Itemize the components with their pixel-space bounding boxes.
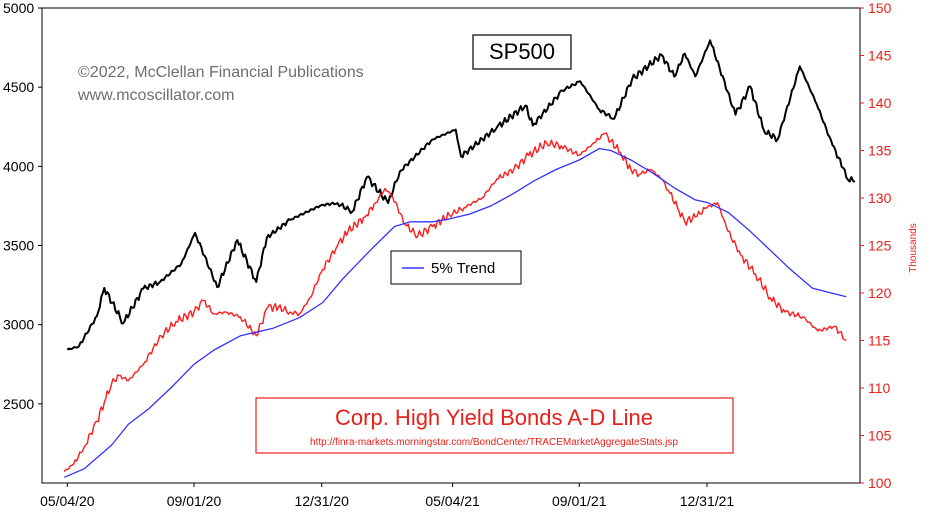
left-tick-label: 2500	[3, 396, 34, 412]
copyright-line-1: ©2022, McClellan Financial Publications	[78, 64, 364, 81]
annotation-title: Corp. High Yield Bonds A-D Line	[335, 405, 653, 430]
x-axis-ticks: 05/04/20 09/01/20 12/31/20 05/04/21 09/01/21…	[40, 483, 734, 509]
x-tick-label: 12/31/20	[294, 493, 349, 509]
left-tick-label: 3500	[3, 238, 34, 254]
x-tick-label: 09/01/20	[167, 493, 222, 509]
x-tick-label: 05/04/20	[40, 493, 95, 509]
legend: 5% Trend	[390, 250, 522, 285]
right-tick-label: 115	[868, 333, 891, 349]
right-axis-label: Thousands	[908, 223, 919, 272]
left-tick-label: 4500	[3, 79, 34, 95]
right-tick-label: 135	[868, 143, 892, 159]
left-axis-ticks: 2500 3000 3500 4000 4500 5000	[3, 0, 42, 412]
right-tick-label: 100	[868, 475, 892, 491]
right-tick-label: 125	[868, 238, 892, 254]
chart-title: SP500	[489, 39, 555, 64]
annotation-frame	[255, 397, 734, 454]
right-tick-label: 110	[868, 380, 891, 396]
right-tick-label: 130	[868, 190, 892, 206]
series-layer	[63, 39, 856, 478]
right-tick-label: 140	[868, 95, 892, 111]
high-yield-ad-series-line	[63, 132, 847, 473]
x-tick-label: 12/31/21	[680, 493, 735, 509]
right-tick-label: 150	[868, 0, 892, 16]
sp500-series-line	[66, 39, 856, 351]
left-tick-label: 4000	[3, 158, 34, 174]
copyright-line-2: www.mcoscillator.com	[77, 87, 234, 104]
left-tick-label: 5000	[3, 0, 34, 16]
right-tick-label: 120	[868, 285, 892, 301]
right-tick-label: 145	[868, 48, 892, 64]
title-box	[472, 34, 572, 70]
right-axis-ticks: 100 105 110 115 120 125 130 135 140 145 150	[860, 0, 892, 491]
legend-label-5pct-trend: 5% Trend	[431, 260, 495, 277]
right-tick-label: 105	[868, 428, 892, 444]
trend-5pct-series-line	[63, 147, 847, 478]
x-tick-label: 09/01/21	[552, 493, 607, 509]
annotation-source-url: http://finra-markets.morningstar.com/Bon…	[310, 437, 678, 448]
annotation-box: Corp. High Yield Bonds A-D Line http://f…	[255, 397, 734, 454]
left-tick-label: 3000	[3, 317, 34, 333]
x-tick-label: 05/04/21	[425, 493, 480, 509]
